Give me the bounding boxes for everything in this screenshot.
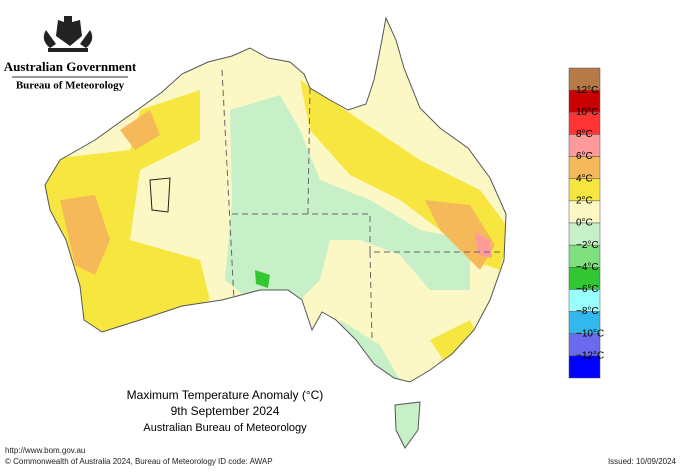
footer-copyright: © Commonwealth of Australia 2024, Bureau… xyxy=(5,457,216,466)
legend-swatch xyxy=(568,355,601,379)
legend: 12°C 10°C 8°C 6°C 4°C 2°C 0°C −2°C −4°C −6°C −8°C −… xyxy=(568,67,604,379)
legend-label: 2°C xyxy=(576,195,593,206)
tasmania xyxy=(394,401,421,449)
state-borders xyxy=(221,69,500,341)
legend-label: 0°C xyxy=(576,218,593,229)
government-name: Australian Government xyxy=(4,59,137,74)
title-line: Australian Bureau of Meteorology xyxy=(143,422,307,434)
legend-label: −4°C xyxy=(576,262,599,273)
legend-label: 8°C xyxy=(576,129,593,140)
legend-label: 12°C xyxy=(576,85,598,96)
footer-issued: Issued: 10/09/2024 xyxy=(608,457,677,466)
footer-url: http://www.bom.gov.au xyxy=(5,446,85,455)
legend-label: −12°C xyxy=(576,350,604,361)
map-title: Maximum Temperature Anomaly (°C) 9th Sep… xyxy=(127,388,324,434)
bureau-name: Bureau of Meteorology xyxy=(16,80,125,92)
crest xyxy=(43,16,93,52)
title-line: 9th September 2024 xyxy=(171,404,280,418)
footer-id: ID code: AWAP xyxy=(218,457,273,466)
legend-label: −10°C xyxy=(576,328,604,339)
legend-label: −6°C xyxy=(576,284,599,295)
legend-label: 4°C xyxy=(576,173,593,184)
legend-label: 10°C xyxy=(576,107,598,118)
legend-label: −2°C xyxy=(576,240,599,251)
legend-label: 6°C xyxy=(576,151,593,162)
title-line: Maximum Temperature Anomaly (°C) xyxy=(127,388,324,402)
legend-label: −8°C xyxy=(576,306,599,317)
coastline xyxy=(44,16,507,383)
